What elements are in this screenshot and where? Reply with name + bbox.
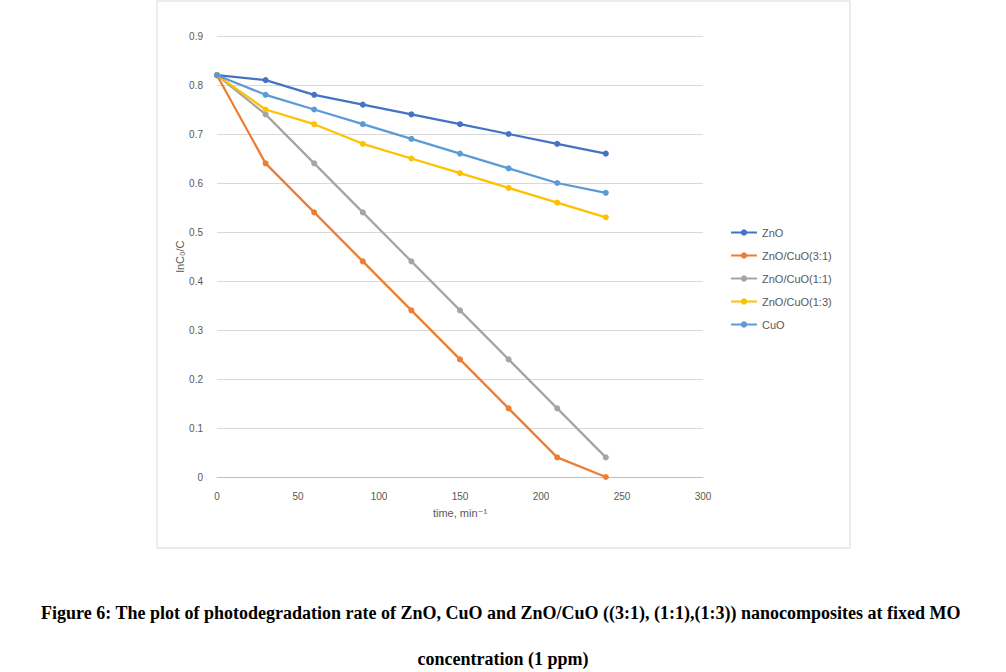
svg-text:0.3: 0.3	[189, 325, 203, 336]
svg-text:0.6: 0.6	[189, 178, 203, 189]
svg-text:ZnO/CuO(1:1): ZnO/CuO(1:1)	[762, 273, 832, 285]
svg-text:0.9: 0.9	[189, 31, 203, 42]
svg-text:50: 50	[292, 491, 304, 502]
svg-text:ZnO: ZnO	[762, 227, 784, 239]
svg-text:lnC₀/C: lnC₀/C	[174, 240, 186, 272]
svg-text:ZnO/CuO(3:1): ZnO/CuO(3:1)	[762, 250, 832, 262]
svg-text:0.7: 0.7	[189, 129, 203, 140]
svg-text:0.2: 0.2	[189, 374, 203, 385]
svg-text:100: 100	[371, 491, 388, 502]
svg-text:ZnO/CuO(1:3): ZnO/CuO(1:3)	[762, 296, 832, 308]
svg-text:0.5: 0.5	[189, 227, 203, 238]
svg-text:0.8: 0.8	[189, 80, 203, 91]
svg-text:Figure 6: The plot of photodeg: Figure 6: The plot of photodegradation r…	[41, 603, 965, 624]
svg-text:CuO: CuO	[762, 319, 785, 331]
svg-text:concentration (1 ppm): concentration (1 ppm)	[418, 649, 589, 670]
svg-text:0: 0	[214, 491, 220, 502]
svg-text:200: 200	[533, 491, 550, 502]
svg-text:0.1: 0.1	[189, 423, 203, 434]
svg-text:150: 150	[452, 491, 469, 502]
svg-text:time, min⁻¹: time, min⁻¹	[433, 507, 487, 519]
svg-text:300: 300	[695, 491, 712, 502]
svg-text:250: 250	[614, 491, 631, 502]
svg-text:0.4: 0.4	[189, 276, 203, 287]
svg-text:0: 0	[197, 472, 203, 483]
